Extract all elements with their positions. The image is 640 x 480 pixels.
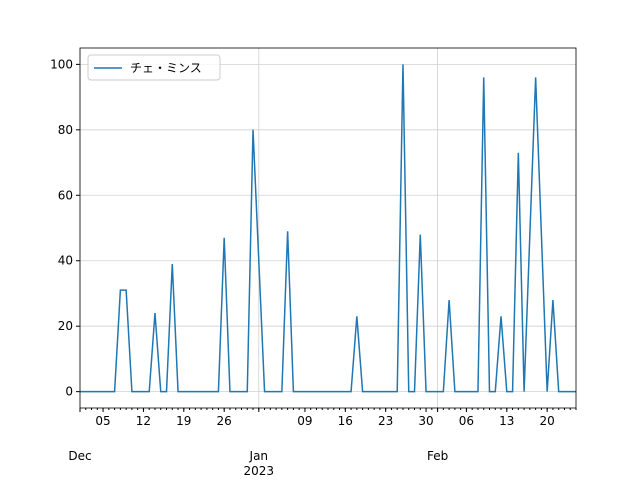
x-tick-label: 09 — [297, 414, 312, 428]
x-tick-label: 20 — [540, 414, 555, 428]
y-tick-label: 80 — [58, 123, 73, 137]
legend: チェ・ミンス — [87, 54, 221, 81]
y-tick-label: 60 — [58, 188, 73, 202]
x-major-label: Dec — [68, 449, 91, 463]
x-tick-label: 06 — [459, 414, 474, 428]
x-tick-label: 23 — [378, 414, 393, 428]
x-major-label: Jan — [249, 449, 269, 463]
x-tick-label: 19 — [176, 414, 191, 428]
x-tick-label: 12 — [136, 414, 151, 428]
x-tick-label: 26 — [217, 414, 232, 428]
x-tick-label: 13 — [499, 414, 514, 428]
x-major-label: Feb — [427, 449, 448, 463]
legend-box — [87, 54, 221, 81]
x-tick-label: 16 — [338, 414, 353, 428]
y-tick-label: 100 — [50, 57, 73, 71]
x-tick-label: 30 — [418, 414, 433, 428]
y-tick-label: 40 — [58, 254, 73, 268]
x-tick-label: 05 — [95, 414, 110, 428]
y-tick-label: 0 — [65, 385, 73, 399]
axes-frame — [79, 47, 577, 409]
legend-label: チェ・ミンス — [130, 61, 202, 75]
x-year-label: 2023 — [244, 464, 275, 478]
data-line — [80, 64, 576, 393]
y-tick-label: 20 — [58, 319, 73, 333]
